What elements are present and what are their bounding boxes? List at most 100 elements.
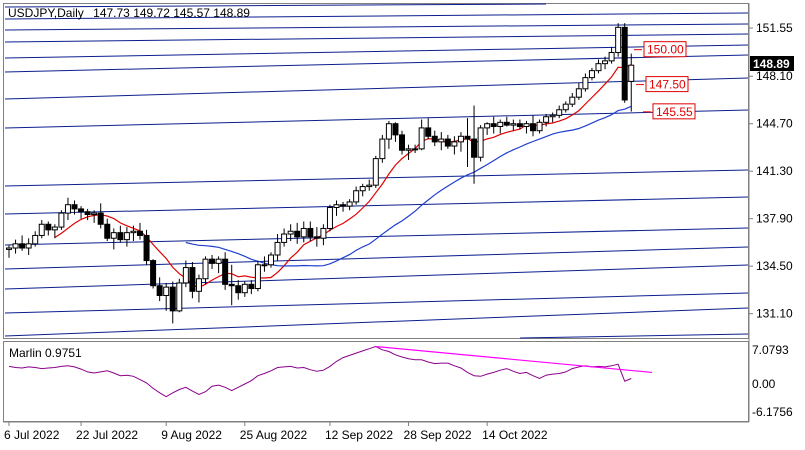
candle-body (294, 230, 301, 238)
candle (431, 130, 438, 147)
candle (12, 239, 19, 254)
candle-body (287, 230, 294, 235)
candle-body (32, 234, 39, 245)
candle (503, 116, 510, 127)
candle (307, 221, 314, 242)
candle-body (25, 243, 32, 249)
candle (84, 208, 91, 221)
candle (595, 59, 602, 74)
candle-body (202, 258, 209, 280)
candle (608, 46, 615, 64)
candle-body (497, 121, 504, 128)
candle-body (457, 135, 464, 143)
candle (241, 281, 248, 297)
level-label: 145.55 (656, 105, 693, 119)
candle-body (556, 109, 563, 116)
candle (385, 120, 392, 149)
channel-line (4, 196, 749, 215)
candle (202, 256, 209, 285)
candle-body (412, 148, 419, 151)
level-label: 150.00 (647, 43, 684, 57)
candle-body (346, 201, 353, 207)
candle-body (615, 26, 622, 53)
candle (510, 119, 517, 131)
candle-body (130, 230, 137, 234)
candle (123, 227, 130, 247)
ma-blue-line (185, 105, 632, 267)
price-tick-label: 137.90 (756, 212, 793, 226)
candle-body (300, 227, 307, 238)
candle-body (222, 258, 229, 285)
candle (379, 134, 386, 163)
candle-body (385, 123, 392, 140)
candle-body (595, 63, 602, 72)
moving-averages (54, 64, 632, 289)
candle-body (333, 204, 340, 209)
candle-body (117, 232, 124, 241)
candle-body (399, 134, 405, 151)
candle (235, 280, 242, 300)
candle (117, 225, 124, 243)
candle-body (418, 127, 425, 150)
candlesticks (6, 23, 635, 324)
candle (228, 264, 235, 306)
candle (615, 23, 622, 57)
candle (215, 256, 222, 274)
candle (281, 228, 288, 247)
candle-body (307, 227, 314, 238)
channel-line (4, 246, 749, 270)
candle (104, 218, 111, 242)
candle-body (84, 211, 91, 215)
divergence-line (375, 345, 653, 374)
candle-body (163, 286, 170, 296)
oscillator-panel-frame (3, 341, 749, 422)
channel-line (4, 12, 749, 20)
candle-body (182, 267, 189, 284)
price-levels: 150.00 147.50 145.55 (634, 41, 696, 120)
candle-body (71, 204, 78, 210)
candle (366, 179, 373, 191)
candle (602, 56, 609, 70)
candle (523, 120, 530, 134)
candle-body (562, 103, 569, 111)
candle (320, 224, 327, 246)
candle-body (359, 186, 366, 192)
candle (51, 224, 58, 239)
candle (195, 274, 202, 303)
ma-red-line (54, 64, 632, 289)
candle-body (582, 77, 589, 90)
candle-body (313, 236, 320, 239)
candle-body (150, 260, 157, 287)
candle-body (516, 123, 523, 128)
candle (150, 259, 157, 289)
level-box (652, 103, 696, 120)
time-tick-label: 28 Sep 2022 (404, 428, 472, 442)
candle (189, 261, 196, 299)
candle-body (490, 123, 497, 128)
channel-line (4, 264, 749, 290)
candle-body (484, 123, 491, 129)
price-tick-label: 148.10 (756, 69, 793, 83)
candle (19, 235, 26, 251)
candle-body (536, 121, 543, 132)
candle-body (353, 190, 360, 203)
candle-body (431, 135, 438, 143)
candle-body (58, 212, 65, 228)
candle-body (326, 207, 333, 229)
candle-body (438, 138, 445, 143)
candle-body (477, 127, 484, 158)
candle-body (235, 285, 242, 294)
candle (313, 227, 320, 247)
candle-body (503, 121, 510, 126)
channel-line (4, 307, 749, 337)
candle-body (274, 241, 281, 256)
candle (372, 155, 379, 188)
oscillator-line (8, 345, 632, 398)
candle-body (628, 64, 635, 82)
candle (300, 221, 307, 243)
candle-body (569, 96, 576, 105)
candle-body (464, 135, 471, 140)
candle (425, 118, 432, 140)
